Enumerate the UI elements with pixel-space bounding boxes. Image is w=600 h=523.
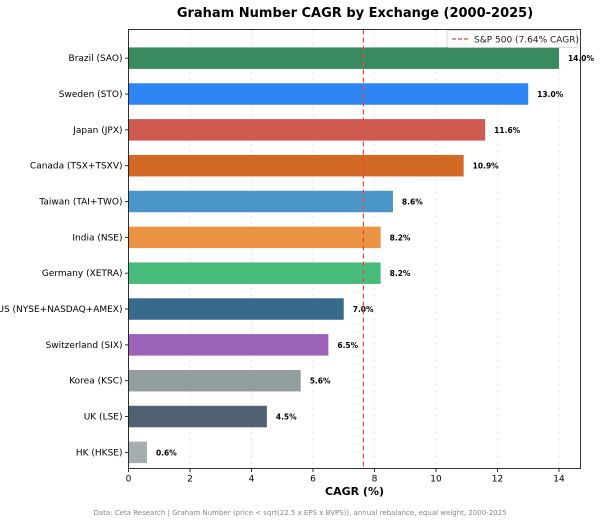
category-label: Canada (TSX+TSXV): [30, 162, 123, 172]
value-label: 0.6%: [156, 448, 177, 457]
value-label: 8.2%: [390, 233, 411, 242]
category-label: Brazil (SAO): [69, 54, 123, 64]
value-label: 8.2%: [390, 269, 411, 278]
bar: [128, 226, 381, 249]
bars: [128, 47, 559, 464]
bar: [128, 83, 529, 105]
category-label: Sweden (STO): [59, 90, 123, 100]
legend-box: [446, 30, 578, 48]
x-tick-label: 4: [249, 475, 255, 485]
x-axis-label: CAGR (%): [325, 485, 384, 498]
category-label: UK (LSE): [84, 413, 123, 423]
category-label: US (NYSE+NASDAQ+AMEX): [0, 305, 123, 315]
legend-label: S&P 500 (7.64% CAGR): [474, 36, 579, 46]
bar: [128, 190, 393, 213]
footer-note: Data: Ceta Research | Graham Number (pri…: [93, 509, 506, 517]
x-tick-label: 12: [492, 475, 503, 485]
value-label: 14.0%: [568, 54, 595, 63]
value-label: 13.0%: [537, 90, 564, 99]
bar: [128, 154, 464, 177]
plot-frame: [128, 29, 581, 469]
category-label: Korea (KSC): [69, 377, 122, 387]
value-label: 4.5%: [276, 413, 297, 422]
x-tick-label: 6: [310, 475, 316, 485]
x-tick-label: 0: [126, 475, 132, 485]
category-label: Germany (XETRA): [42, 269, 123, 279]
value-label: 10.9%: [473, 162, 500, 171]
category-label: Switzerland (SIX): [46, 341, 123, 351]
x-tick-label: 10: [430, 475, 442, 485]
bar: [128, 441, 147, 464]
category-labels: Brazil (SAO) Sweden (STO) Japan (JPX) Canad…: [0, 54, 129, 458]
bar: [128, 262, 381, 284]
bar: [128, 369, 301, 392]
x-tick-label: 2: [187, 475, 193, 485]
bar: [128, 119, 486, 141]
category-label: Taiwan (TAI+TWO): [38, 198, 122, 208]
x-tick-label: 14: [553, 475, 565, 485]
x-axis-ticks: 0 2 4 6 8 10 12 14: [126, 468, 565, 485]
chart-title: Graham Number CAGR by Exchange (2000-202…: [177, 6, 533, 21]
bar: [128, 405, 267, 428]
legend: S&P 500 (7.64% CAGR): [446, 30, 579, 48]
value-label: 11.6%: [494, 126, 521, 135]
bar: [128, 334, 329, 356]
value-label: 6.5%: [337, 341, 358, 350]
bar: [128, 298, 344, 320]
value-label: 5.6%: [310, 377, 331, 386]
category-label: HK (HKSE): [76, 448, 123, 458]
category-label: India (NSE): [72, 233, 122, 243]
x-tick-label: 8: [372, 475, 378, 485]
value-labels: 14.0%13.0%11.6%10.9%8.6%8.2%8.2%7.0%6.5%…: [156, 54, 595, 457]
category-label: Japan (JPX): [72, 126, 122, 136]
bar: [128, 47, 559, 69]
value-label: 8.6%: [402, 198, 423, 207]
